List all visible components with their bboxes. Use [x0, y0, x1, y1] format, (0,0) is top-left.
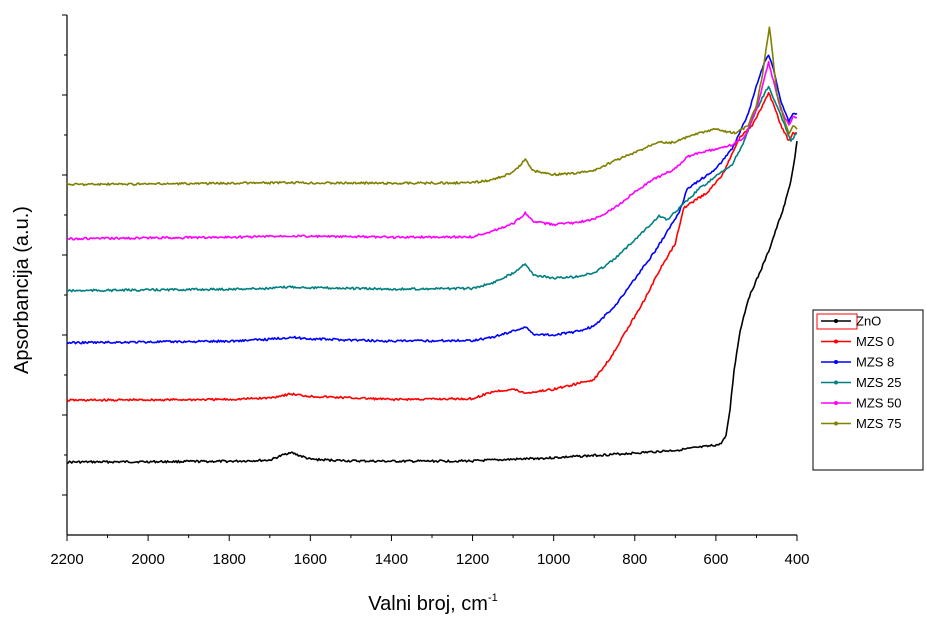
x-tick-label: 400	[784, 551, 809, 568]
series-group	[66, 26, 798, 464]
x-tick-label: 1600	[294, 551, 327, 568]
y-axis-title: Apsorbancija (a.u.)	[11, 206, 33, 374]
x-tick-label: 1200	[456, 551, 489, 568]
legend-marker	[834, 421, 838, 426]
x-axis-ticks: 2200 2000 1800 1600 1400 1200 1000 800 600 400	[50, 535, 810, 568]
series-line	[66, 85, 798, 293]
x-tick-label: 1800	[213, 551, 246, 568]
y-axis-ticks	[62, 14, 67, 496]
legend-marker	[834, 401, 838, 405]
x-tick-label: 2200	[50, 551, 83, 568]
legend-label: MZS 75	[856, 416, 902, 431]
legend-marker	[834, 319, 838, 323]
legend-marker	[834, 339, 838, 344]
series-line	[66, 60, 798, 241]
legend-label: ZnO	[856, 314, 881, 329]
legend-label: MZS 50	[856, 396, 902, 411]
legend-selection-box	[816, 313, 858, 330]
series-line	[66, 54, 798, 345]
x-tick-label: 1000	[537, 551, 570, 568]
legend: ZnO MZS 0 MZS 8 MZS 25 MZS 50 MZS 75	[812, 309, 924, 471]
series-line	[66, 26, 798, 187]
series-line	[67, 140, 798, 464]
x-axis-title: Valni broj, cm-1	[368, 592, 497, 615]
legend-label: MZS 25	[856, 375, 902, 390]
legend-marker	[834, 360, 838, 364]
plot-frame	[66, 15, 797, 536]
x-tick-label: 800	[622, 551, 647, 568]
legend-label: MZS 0	[856, 334, 894, 349]
x-axis-title-superscript: -1	[488, 592, 498, 604]
x-tick-label: 2000	[131, 551, 164, 568]
x-axis-title-text: Valni broj, cm	[368, 593, 488, 615]
x-tick-label: 1400	[375, 551, 408, 568]
series-line	[66, 91, 798, 402]
x-tick-label: 600	[703, 551, 728, 568]
legend-marker	[834, 380, 838, 385]
legend-label: MZS 8	[856, 355, 894, 370]
legend-box	[812, 309, 924, 471]
